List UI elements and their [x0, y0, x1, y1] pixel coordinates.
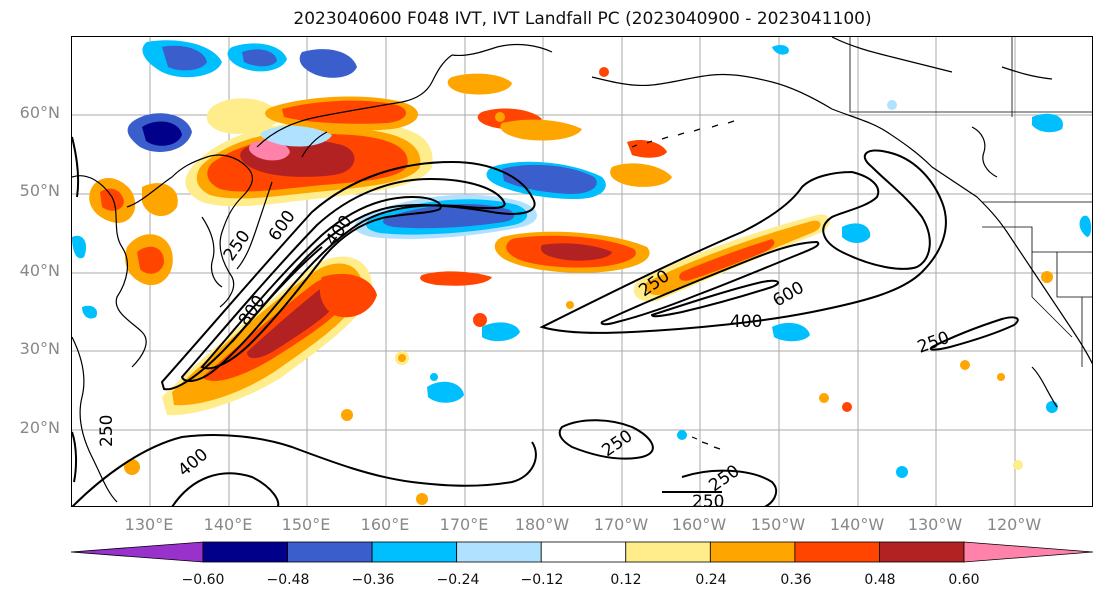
lon-label-170e: 170°E [439, 515, 489, 534]
colorbar-segment [879, 541, 965, 563]
map-title: 2023040600 F048 IVT, IVT Landfall PC (20… [293, 9, 872, 29]
colorbar-tick: −0.24 [436, 572, 480, 588]
colorbar-tick: 0.36 [780, 572, 812, 588]
contour-label-250-far-east: 250 [915, 328, 952, 358]
map-canvas: 250 400 600 800 250 400 600 250 250 400 … [72, 37, 1092, 507]
contour-label-600-west: 600 [265, 207, 300, 245]
contour-label-400-east: 400 [730, 312, 762, 332]
contour-label-250-bottom: 250 [692, 492, 724, 507]
colorbar-tick: −0.12 [520, 572, 564, 588]
map-panel: 250 400 600 800 250 400 600 250 250 400 … [71, 36, 1093, 507]
contour-label-250-bottom-2: 250 [705, 461, 743, 496]
contour-lines [72, 136, 1019, 506]
colorbar-segment [371, 541, 458, 563]
contour-label-250-west: 250 [220, 227, 255, 265]
colorbar-segment [456, 541, 542, 563]
lon-label-120w: 120°W [986, 515, 1042, 534]
coastlines [72, 37, 1092, 503]
colorbar-segment [287, 541, 373, 563]
lon-label-130e: 130°E [124, 515, 174, 534]
lat-label-50n: 50°N [19, 181, 60, 200]
contour-label-600-east: 600 [770, 278, 808, 312]
colorbar-segment [625, 541, 711, 563]
lat-label-60n: 60°N [19, 103, 60, 122]
lat-label-40n: 40°N [19, 261, 60, 280]
lon-label-160w: 160°W [671, 515, 727, 534]
colorbar-tick: 0.12 [610, 572, 642, 588]
political-borders [849, 37, 1092, 367]
lon-label-130w: 130°W [907, 515, 963, 534]
lon-label-140w: 140°W [829, 515, 885, 534]
lon-label-150w: 150°W [750, 515, 806, 534]
colorbar-segment [709, 541, 796, 563]
lon-label-180w: 180°W [514, 515, 570, 534]
colorbar-segment [202, 541, 288, 563]
colorbar [70, 541, 1094, 563]
colorbar-tick: 0.60 [948, 572, 980, 588]
colorbar-tick: −0.60 [181, 572, 225, 588]
lon-label-140e: 140°E [203, 515, 253, 534]
contour-label-250-left: 250 [97, 415, 117, 447]
colorbar-extend-high [963, 541, 1094, 563]
colorbar-tick: 0.48 [864, 572, 896, 588]
lat-label-20n: 20°N [19, 418, 60, 437]
colorbar-tick: −0.36 [351, 572, 395, 588]
colorbar-segment [794, 541, 880, 563]
colorbar-extend-low [70, 541, 204, 563]
lat-label-30n: 30°N [19, 339, 60, 358]
lon-label-170w: 170°W [593, 515, 649, 534]
colorbar-tick: −0.48 [266, 572, 310, 588]
colorbar-tick: 0.24 [695, 572, 727, 588]
colorbar-segment [540, 541, 627, 563]
contour-label-400-south: 400 [174, 445, 212, 481]
lon-label-150e: 150°E [281, 515, 331, 534]
lon-label-160e: 160°E [360, 515, 410, 534]
